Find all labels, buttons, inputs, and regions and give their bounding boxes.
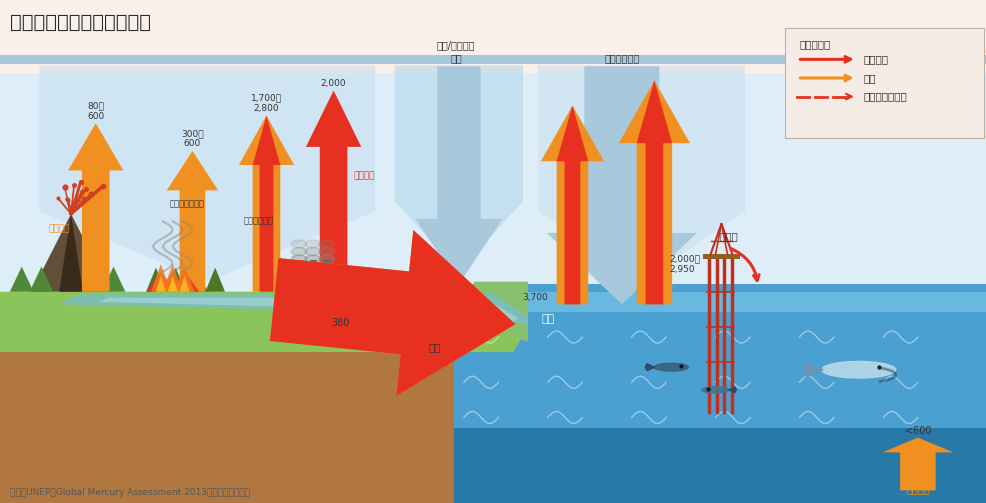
Polygon shape xyxy=(166,268,185,292)
FancyBboxPatch shape xyxy=(0,342,528,503)
Polygon shape xyxy=(59,214,83,292)
Polygon shape xyxy=(654,363,687,371)
Polygon shape xyxy=(146,268,166,292)
Text: 自然: 自然 xyxy=(863,73,876,83)
Circle shape xyxy=(291,247,307,256)
Text: 土壌/淡水への
沈着: 土壌/淡水への 沈着 xyxy=(436,40,475,63)
Polygon shape xyxy=(187,268,207,292)
Polygon shape xyxy=(546,66,696,304)
Text: 2,000: 2,000 xyxy=(320,79,346,88)
Text: 2,000－
2,950: 2,000－ 2,950 xyxy=(669,255,699,274)
Polygon shape xyxy=(30,267,53,292)
Text: 土壌及び植生: 土壌及び植生 xyxy=(244,217,273,226)
Polygon shape xyxy=(540,106,603,304)
Text: 地質起源: 地質起源 xyxy=(905,484,929,494)
FancyBboxPatch shape xyxy=(454,292,986,312)
Polygon shape xyxy=(10,267,34,292)
Polygon shape xyxy=(179,276,189,292)
Text: 単位：トン: 単位：トン xyxy=(799,39,830,49)
Circle shape xyxy=(291,240,307,248)
Polygon shape xyxy=(68,123,123,292)
Text: 河川: 河川 xyxy=(428,342,440,352)
FancyBboxPatch shape xyxy=(296,260,303,273)
FancyBboxPatch shape xyxy=(291,273,340,292)
Text: 地質起源: 地質起源 xyxy=(48,224,70,233)
Polygon shape xyxy=(803,362,822,377)
Polygon shape xyxy=(701,387,729,393)
Text: 人為的: 人為的 xyxy=(719,231,737,241)
Polygon shape xyxy=(170,272,199,292)
Text: 人為起源: 人為起源 xyxy=(353,172,375,181)
Polygon shape xyxy=(167,151,218,292)
Text: バイオマス燃焼: バイオマス燃焼 xyxy=(170,199,205,208)
Circle shape xyxy=(318,240,334,248)
FancyBboxPatch shape xyxy=(0,73,986,292)
Text: <600: <600 xyxy=(904,426,930,436)
Polygon shape xyxy=(537,65,744,282)
Polygon shape xyxy=(39,65,375,282)
FancyBboxPatch shape xyxy=(784,28,983,138)
FancyBboxPatch shape xyxy=(310,260,317,273)
Text: 資料：UNEP「Global Mercury Assessment 2013」より環境省作成: 資料：UNEP「Global Mercury Assessment 2013」よ… xyxy=(10,488,249,497)
Circle shape xyxy=(305,255,320,263)
Circle shape xyxy=(305,240,320,248)
Circle shape xyxy=(305,247,320,256)
Polygon shape xyxy=(59,294,528,324)
Polygon shape xyxy=(473,282,528,342)
Polygon shape xyxy=(0,292,528,352)
Circle shape xyxy=(291,255,307,263)
Polygon shape xyxy=(645,364,654,371)
Polygon shape xyxy=(556,106,588,304)
Polygon shape xyxy=(618,80,689,304)
Polygon shape xyxy=(156,276,166,292)
Polygon shape xyxy=(146,272,176,292)
Polygon shape xyxy=(239,116,294,292)
Text: 380: 380 xyxy=(331,318,349,328)
Text: 人為起源: 人為起源 xyxy=(863,54,887,64)
Text: 80－
600: 80－ 600 xyxy=(87,101,105,121)
Polygon shape xyxy=(168,276,177,292)
FancyBboxPatch shape xyxy=(0,55,986,64)
Text: 地球上の水銀循環システム: 地球上の水銀循環システム xyxy=(10,13,151,32)
FancyBboxPatch shape xyxy=(454,428,986,503)
Polygon shape xyxy=(636,80,671,304)
Text: 再排出・再移動: 再排出・再移動 xyxy=(863,92,906,102)
FancyBboxPatch shape xyxy=(323,260,330,273)
Polygon shape xyxy=(99,298,518,322)
Polygon shape xyxy=(102,267,125,292)
Polygon shape xyxy=(728,387,736,393)
Polygon shape xyxy=(163,264,182,292)
Text: 3,700: 3,700 xyxy=(522,293,547,302)
Polygon shape xyxy=(32,214,110,292)
Text: 海洋: 海洋 xyxy=(540,314,554,324)
Polygon shape xyxy=(306,91,361,292)
Polygon shape xyxy=(151,264,171,292)
Polygon shape xyxy=(87,267,110,292)
Circle shape xyxy=(318,255,334,263)
Polygon shape xyxy=(252,116,280,292)
Polygon shape xyxy=(175,264,194,292)
Polygon shape xyxy=(415,66,502,284)
FancyBboxPatch shape xyxy=(702,254,740,259)
Text: 1,700－
2,800: 1,700－ 2,800 xyxy=(250,94,282,113)
Polygon shape xyxy=(205,268,225,292)
Polygon shape xyxy=(158,272,187,292)
Polygon shape xyxy=(881,438,952,490)
Circle shape xyxy=(318,247,334,256)
Text: 海洋への沈着: 海洋への沈着 xyxy=(603,53,639,63)
FancyBboxPatch shape xyxy=(454,284,986,503)
Text: 3,200: 3,200 xyxy=(442,287,469,297)
Text: 300－
600: 300－ 600 xyxy=(181,129,203,148)
Polygon shape xyxy=(821,362,895,378)
Polygon shape xyxy=(394,65,523,272)
